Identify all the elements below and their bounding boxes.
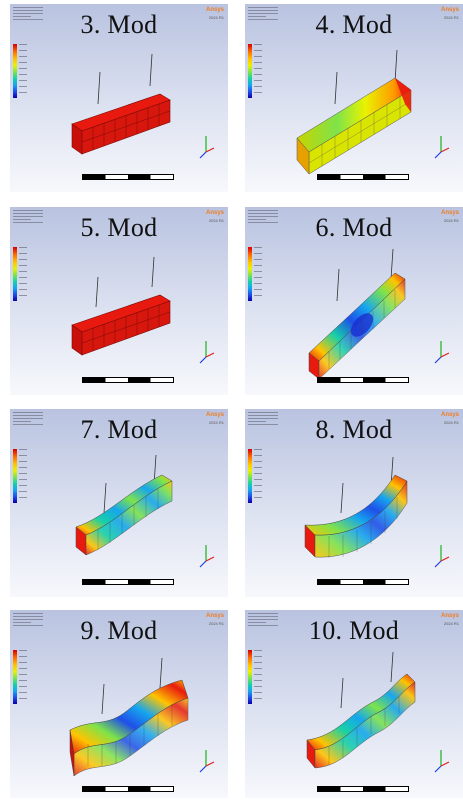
mode-panel-10: Ansys 2024 R1 10. Mod bbox=[245, 610, 463, 798]
mode-panel-9: Ansys 2024 R1 9. Mod bbox=[10, 610, 228, 798]
mode-title: 5. Mod bbox=[80, 213, 158, 242]
color-legend bbox=[13, 44, 17, 98]
color-legend bbox=[13, 650, 17, 704]
ansys-logo: Ansys 2024 R1 bbox=[205, 412, 224, 425]
beam-mode-shape-9 bbox=[69, 657, 215, 777]
legend-ticks bbox=[19, 449, 27, 503]
scale-bar bbox=[82, 786, 174, 792]
ansys-logo: Ansys 2024 R1 bbox=[440, 412, 459, 425]
color-legend bbox=[248, 247, 252, 301]
scale-bar bbox=[82, 174, 174, 180]
axis-triad bbox=[199, 136, 215, 159]
result-info-block bbox=[13, 210, 43, 225]
legend-ticks bbox=[254, 650, 262, 704]
ansys-logo: Ansys 2024 R1 bbox=[440, 210, 459, 223]
mode-title: 8. Mod bbox=[315, 415, 393, 444]
mode-title: 4. Mod bbox=[315, 10, 393, 39]
result-info-block bbox=[248, 210, 278, 225]
legend-ticks bbox=[19, 247, 27, 301]
beam-mode-shape-5 bbox=[71, 256, 215, 364]
mode-panel-4: Ansys 2024 R1 4. Mod bbox=[245, 4, 463, 192]
result-info-block bbox=[248, 7, 278, 22]
ansys-logo: Ansys 2024 R1 bbox=[205, 7, 224, 20]
scale-bar bbox=[317, 786, 409, 792]
mode-title: 6. Mod bbox=[315, 213, 393, 242]
ansys-logo: Ansys 2024 R1 bbox=[205, 613, 224, 626]
color-legend bbox=[13, 449, 17, 503]
result-info-block bbox=[13, 7, 43, 22]
mode-panel-7: Ansys 2024 R1 7. Mod bbox=[10, 409, 228, 597]
color-legend bbox=[248, 449, 252, 503]
result-info-block bbox=[13, 412, 43, 427]
ansys-logo: Ansys 2024 R1 bbox=[440, 613, 459, 626]
scale-bar bbox=[317, 579, 409, 585]
scale-bar bbox=[317, 174, 409, 180]
legend-ticks bbox=[19, 650, 27, 704]
beam-mode-shape-3 bbox=[71, 53, 215, 159]
mode-panel-6: Ansys 2024 R1 6. Mod bbox=[245, 207, 463, 395]
beam-mode-shape-4 bbox=[296, 49, 450, 175]
mode-title: 10. Mod bbox=[308, 616, 400, 645]
legend-ticks bbox=[254, 44, 262, 98]
scale-bar bbox=[317, 377, 409, 383]
legend-ticks bbox=[19, 44, 27, 98]
beam-mode-shape-10 bbox=[306, 651, 450, 773]
beam-mode-shape-6 bbox=[308, 248, 450, 380]
mode-title: 9. Mod bbox=[80, 616, 158, 645]
legend-ticks bbox=[254, 247, 262, 301]
result-info-block bbox=[13, 613, 43, 628]
mode-panel-3: Ansys 2024 R1 3. Mod bbox=[10, 4, 228, 192]
beam-mode-shape-7 bbox=[75, 454, 215, 568]
legend-ticks bbox=[254, 449, 262, 503]
ansys-logo: Ansys 2024 R1 bbox=[205, 210, 224, 223]
beam-mode-shape-8 bbox=[304, 456, 450, 568]
color-legend bbox=[13, 247, 17, 301]
mode-title: 3. Mod bbox=[80, 10, 158, 39]
color-legend bbox=[248, 650, 252, 704]
scale-bar bbox=[82, 377, 174, 383]
result-info-block bbox=[248, 412, 278, 427]
mode-panel-5: Ansys 2024 R1 5. Mod bbox=[10, 207, 228, 395]
scale-bar bbox=[82, 579, 174, 585]
color-legend bbox=[248, 44, 252, 98]
result-info-block bbox=[248, 613, 278, 628]
ansys-logo: Ansys 2024 R1 bbox=[440, 7, 459, 20]
mode-title: 7. Mod bbox=[80, 415, 158, 444]
mode-panel-8: Ansys 2024 R1 8. Mod bbox=[245, 409, 463, 597]
